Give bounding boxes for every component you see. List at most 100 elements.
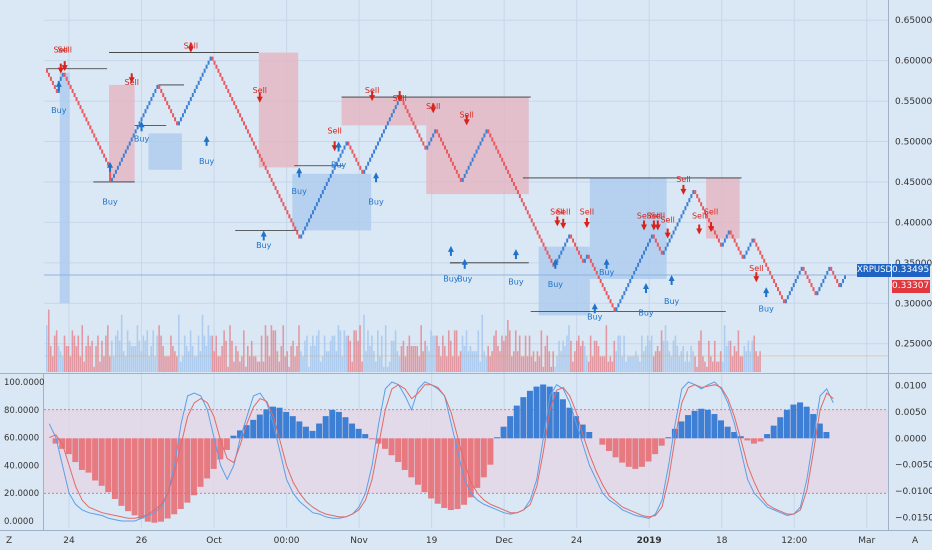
renko-brick	[152, 93, 155, 98]
renko-brick	[308, 218, 311, 223]
renko-brick	[89, 125, 92, 130]
sell-label: Sell	[749, 264, 763, 273]
oscillator-bar	[217, 438, 224, 460]
volume-bar	[759, 351, 761, 372]
renko-brick	[79, 105, 82, 110]
volume-bar	[548, 351, 551, 372]
buy-arrow-icon	[107, 161, 114, 168]
renko-brick	[656, 242, 659, 247]
volume-bar	[333, 335, 336, 372]
volume-bar	[524, 335, 527, 372]
renko-brick	[408, 113, 411, 118]
volume-bar	[152, 330, 154, 372]
oscillator-bar	[362, 434, 369, 439]
renko-brick	[430, 137, 433, 142]
price-tick-label: 0.40000	[895, 218, 932, 228]
volume-bar	[512, 351, 515, 372]
renko-brick	[769, 270, 772, 275]
volume-bar	[353, 330, 355, 372]
buy-label: Buy	[331, 160, 347, 169]
volume-bar	[343, 330, 346, 372]
renko-brick	[451, 161, 454, 166]
volume-bar	[593, 340, 596, 372]
buy-arrow-icon	[138, 121, 145, 128]
oscillator-bar	[573, 416, 580, 439]
renko-brick	[477, 145, 480, 150]
renko-brick	[780, 295, 783, 300]
volume-bar	[205, 346, 208, 372]
volume-bar	[246, 346, 249, 372]
renko-brick	[87, 121, 90, 126]
oscillator-bar	[151, 438, 158, 523]
renko-brick	[85, 117, 88, 122]
oscillator-bar	[368, 438, 375, 440]
osc-left-tick-label: 0.0000	[4, 517, 34, 527]
time-axis-corner-right: A	[912, 536, 919, 546]
renko-brick	[674, 226, 677, 231]
renko-brick	[73, 93, 76, 98]
time-tick-label: 12:00	[781, 536, 807, 546]
renko-brick	[516, 190, 519, 195]
renko-brick	[434, 129, 437, 134]
renko-brick	[546, 250, 549, 255]
renko-brick	[737, 246, 740, 251]
renko-brick	[274, 186, 277, 191]
symbol-badge[interactable]: XRPUSD	[857, 264, 893, 277]
sell-arrow-icon	[369, 95, 376, 102]
renko-brick	[282, 202, 285, 207]
volume-bar	[715, 361, 718, 372]
renko-brick	[174, 117, 177, 122]
volume-bar	[114, 335, 117, 372]
renko-brick	[160, 88, 163, 93]
oscillator-bar	[302, 426, 309, 439]
renko-brick	[672, 230, 675, 235]
renko-brick	[514, 186, 517, 191]
renko-brick	[272, 181, 275, 186]
renko-brick	[650, 234, 653, 239]
oscillator-bar	[744, 438, 751, 441]
renko-brick	[438, 133, 441, 138]
renko-brick	[702, 206, 705, 211]
renko-brick	[761, 254, 764, 259]
renko-brick	[615, 307, 618, 312]
renko-brick	[449, 157, 452, 162]
renko-brick	[203, 68, 206, 73]
buy-label: Buy	[102, 198, 118, 207]
oscillator-bar	[388, 438, 395, 456]
volume-bar	[375, 361, 377, 372]
volume-bar	[392, 340, 395, 372]
oscillator-bar	[230, 435, 237, 439]
volume-bar	[323, 335, 326, 372]
volume-bar	[178, 314, 180, 372]
renko-brick	[745, 250, 748, 255]
renko-brick	[424, 145, 427, 150]
volume-bar	[160, 335, 162, 372]
renko-brick	[473, 153, 476, 158]
volume-bar	[696, 366, 698, 372]
volume-bar	[623, 335, 625, 372]
renko-brick	[436, 129, 439, 134]
oscillator-bar	[678, 421, 685, 439]
sell-arrow-icon	[430, 107, 437, 114]
renko-brick	[302, 230, 305, 235]
renko-brick	[708, 218, 711, 223]
renko-brick	[497, 149, 500, 154]
oscillator-bar	[289, 416, 296, 439]
volume-bar	[369, 346, 371, 372]
volume-bar	[609, 356, 612, 372]
renko-brick	[465, 169, 468, 174]
oscillator-bar	[665, 437, 672, 439]
renko-brick	[237, 109, 240, 114]
renko-brick	[211, 56, 214, 61]
sell-arrow-icon	[463, 119, 470, 126]
volume-bar	[134, 346, 137, 372]
volume-bar	[528, 335, 531, 372]
volume-bar	[487, 346, 489, 372]
sell-label: Sell	[660, 215, 674, 224]
second-price-badge: 0.33307	[892, 280, 930, 293]
renko-brick	[597, 274, 600, 279]
sell-arrow-stem	[189, 42, 192, 48]
volume-bar	[379, 356, 381, 372]
renko-brick	[91, 129, 94, 134]
buy-label: Buy	[664, 297, 680, 306]
